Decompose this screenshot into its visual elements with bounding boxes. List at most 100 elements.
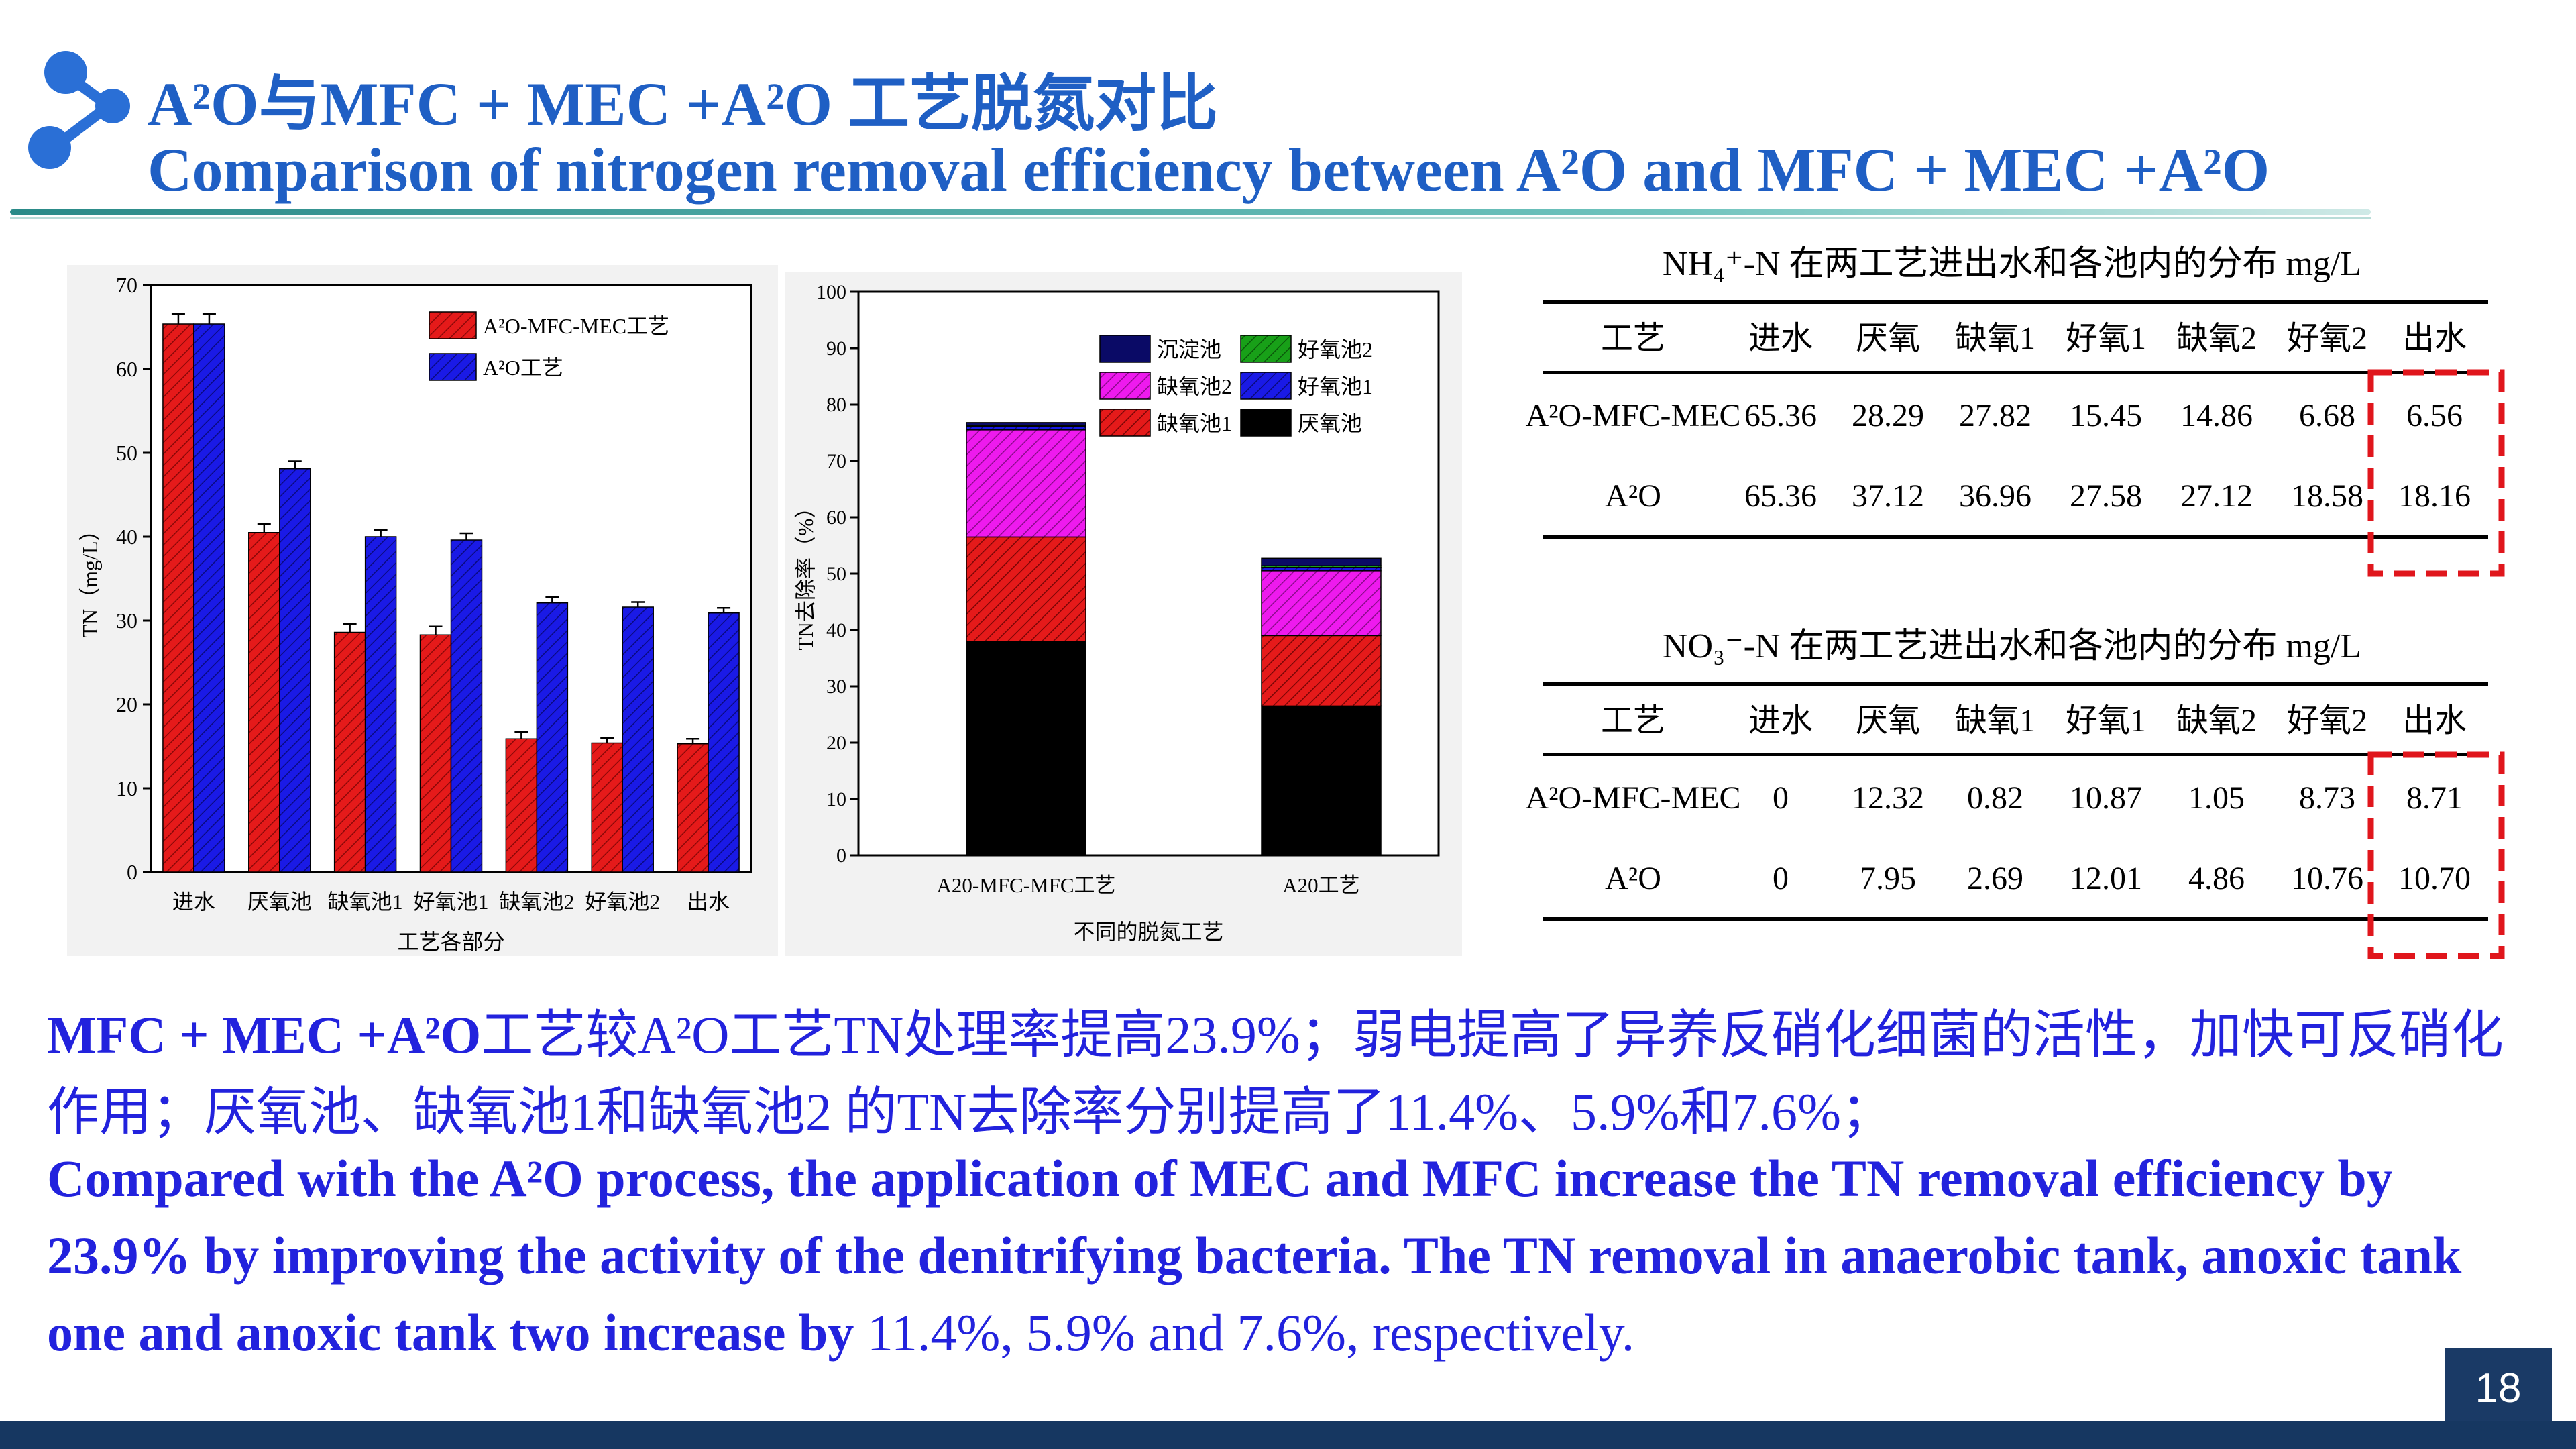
table2-outflow-highlight bbox=[2367, 751, 2505, 959]
table2-header-cell: 缺氧2 bbox=[2176, 703, 2257, 739]
chart2-ylabel: TN去除率（%） bbox=[793, 496, 818, 650]
tn-grouped-bar-chart: 0 10 20 30 40 50 60 70 进水 厌氧池 缺氧池1 好氧池1 缺氧池2 好氧池2 出水工艺… bbox=[67, 265, 778, 956]
table2-header-cell: 好氧1 bbox=[2066, 703, 2146, 739]
chart1-xtick-label: 好氧池1 bbox=[413, 890, 488, 914]
table2-cell: 8.71 bbox=[2406, 780, 2463, 816]
chart2-bar-segment bbox=[966, 641, 1086, 856]
chart2-bar-segment bbox=[1261, 557, 1382, 566]
chart1-xtick-label: 进水 bbox=[172, 890, 215, 914]
chart1-bar bbox=[505, 738, 538, 873]
table2-header-cell: 缺氧1 bbox=[1955, 703, 2035, 739]
chart1-xtick-label: 缺氧池1 bbox=[328, 890, 403, 914]
chart2-ytick-label: 40 bbox=[826, 619, 846, 641]
table1-header-cell: 厌氧 bbox=[1856, 321, 1920, 356]
chart1-bar bbox=[450, 539, 483, 873]
chart1-ytick-label: 0 bbox=[127, 860, 137, 884]
chart1-bar bbox=[536, 602, 569, 873]
footer-bar bbox=[0, 1421, 2576, 1449]
table2-title: NO₃⁻-N 在两工艺进出水和各池内的分布 mg/L bbox=[1663, 627, 2361, 665]
chart1-bar bbox=[591, 742, 623, 873]
table1-cell: 27.82 bbox=[1959, 398, 2031, 433]
chart2-legend-swatch bbox=[1240, 335, 1292, 363]
chart1-legend-label: A²O-MFC-MEC工艺 bbox=[483, 314, 669, 338]
summary-cn-line2: 作用；厌氧池、缺氧池1和缺氧池2 的TN去除率分别提高了11.4%、5.9%和7… bbox=[47, 1083, 1894, 1141]
chart1-ytick-label: 30 bbox=[116, 608, 137, 633]
summary-cn-rest: 工艺较A²O工艺TN处理率提高23.9%；弱电提高了异养反硝化细菌的活性，加快可… bbox=[481, 1006, 2504, 1064]
chart2-ytick-label: 0 bbox=[836, 845, 846, 867]
table2-cell: 10.76 bbox=[2291, 861, 2363, 896]
title-divider-shadow bbox=[10, 217, 2371, 219]
chart2-ytick-label: 30 bbox=[826, 676, 846, 698]
table2-header-cell: 进水 bbox=[1748, 703, 1813, 739]
table1-cell: 15.45 bbox=[2070, 398, 2142, 433]
table1-cell: 27.12 bbox=[2180, 478, 2253, 514]
chart2-legend-label: 好氧池2 bbox=[1298, 337, 1373, 362]
chart1-bar bbox=[364, 536, 397, 873]
summary-en-line1: Compared with the A²O process, the appli… bbox=[47, 1149, 2393, 1208]
table1-header-cell: 好氧1 bbox=[2066, 321, 2146, 356]
table1-cell: 65.36 bbox=[1744, 478, 1817, 514]
chart2-legend-label: 缺氧池2 bbox=[1157, 374, 1232, 398]
table1-cell: 14.86 bbox=[2180, 398, 2253, 433]
table1-cell: A²O-MFC-MEC bbox=[1525, 398, 1740, 433]
chart2-bar-segment bbox=[966, 429, 1086, 538]
chart2-legend-swatch bbox=[1099, 409, 1151, 437]
table1-cell: 18.58 bbox=[2291, 478, 2363, 514]
chart1-bar bbox=[162, 323, 194, 873]
chart2-ytick-label: 70 bbox=[826, 450, 846, 472]
table1-cell: 36.96 bbox=[1959, 478, 2031, 514]
summary-en-rest: 11.4%, 5.9% and 7.6%, respectively. bbox=[854, 1303, 1635, 1362]
table2-cell: 1.05 bbox=[2188, 780, 2245, 816]
page-title-en: Comparison of nitrogen removal efficienc… bbox=[148, 136, 2270, 204]
chart2-legend-swatch bbox=[1099, 335, 1151, 363]
chart2-legend-label: 好氧池1 bbox=[1298, 374, 1373, 398]
chart2-xtick-label: A20-MFC-MFC工艺 bbox=[937, 873, 1116, 897]
table2-cell: 2.69 bbox=[1967, 861, 2023, 896]
title-divider bbox=[10, 209, 2371, 215]
chart1-ytick-label: 60 bbox=[116, 357, 137, 381]
table2-cell: 10.87 bbox=[2070, 780, 2142, 816]
chart1-bar bbox=[333, 631, 366, 873]
summary-cn-line1: MFC + MEC +A²O工艺较A²O工艺TN处理率提高23.9%；弱电提高了… bbox=[47, 993, 2569, 1068]
table1-cell: 27.58 bbox=[2070, 478, 2142, 514]
chart1-xtick-label: 厌氧池 bbox=[247, 890, 312, 914]
distribution-tables: NH₄⁺-N 在两工艺进出水和各池内的分布 mg/L工艺 进水 厌氧 缺氧1 好氧1 缺氧… bbox=[1525, 245, 2505, 959]
table1-cell: 65.36 bbox=[1744, 398, 1817, 433]
table2-header-cell: 厌氧 bbox=[1856, 703, 1920, 739]
table2-cell: 4.86 bbox=[2188, 861, 2245, 896]
chart2-legend-swatch bbox=[1240, 409, 1292, 437]
table2-header-cell: 出水 bbox=[2402, 703, 2467, 739]
page-number: 18 bbox=[2445, 1348, 2552, 1429]
chart1-xtick-label: 缺氧池2 bbox=[499, 890, 574, 914]
chart1-ytick-label: 70 bbox=[116, 273, 137, 297]
table2-cell: A²O bbox=[1605, 861, 1661, 896]
table1-cell: 28.29 bbox=[1852, 398, 1924, 433]
chart2-bar-segment bbox=[1261, 635, 1382, 707]
table2-cell: 12.32 bbox=[1852, 780, 1924, 816]
table1-cell: 6.56 bbox=[2406, 398, 2463, 433]
table2-header-cell: 好氧2 bbox=[2287, 703, 2367, 739]
chart1-ytick-label: 40 bbox=[116, 525, 137, 549]
table2-cell: 0 bbox=[1773, 861, 1789, 896]
chart2-ytick-label: 10 bbox=[826, 788, 846, 810]
chart1-bar bbox=[677, 743, 709, 873]
table2-cell: 7.95 bbox=[1860, 861, 1916, 896]
chart1-legend-swatch bbox=[429, 311, 477, 339]
chart1-xtick-label: 出水 bbox=[687, 890, 730, 914]
table1-header-cell: 缺氧1 bbox=[1955, 321, 2035, 356]
chart1-ylabel: TN（mg/L） bbox=[78, 520, 102, 638]
chart2-xtick-label: A20工艺 bbox=[1282, 873, 1359, 897]
table2-cell: 8.73 bbox=[2299, 780, 2355, 816]
table1-header-cell: 好氧2 bbox=[2287, 321, 2367, 356]
table2-cell: 10.70 bbox=[2398, 861, 2471, 896]
table1-title: NH₄⁺-N 在两工艺进出水和各池内的分布 mg/L bbox=[1663, 245, 2361, 283]
table1-header-cell: 缺氧2 bbox=[2176, 321, 2257, 356]
table2-header-cell: 工艺 bbox=[1601, 703, 1665, 739]
table2-cell: A²O-MFC-MEC bbox=[1525, 780, 1740, 816]
chart1-ytick-label: 50 bbox=[116, 441, 137, 465]
chart1-bar bbox=[279, 468, 311, 873]
chart2-legend-label: 厌氧池 bbox=[1298, 411, 1362, 435]
chart2-legend-label: 缺氧池1 bbox=[1157, 411, 1232, 435]
table1-header-cell: 工艺 bbox=[1601, 321, 1665, 356]
chart1-legend-label: A²O工艺 bbox=[483, 356, 563, 380]
